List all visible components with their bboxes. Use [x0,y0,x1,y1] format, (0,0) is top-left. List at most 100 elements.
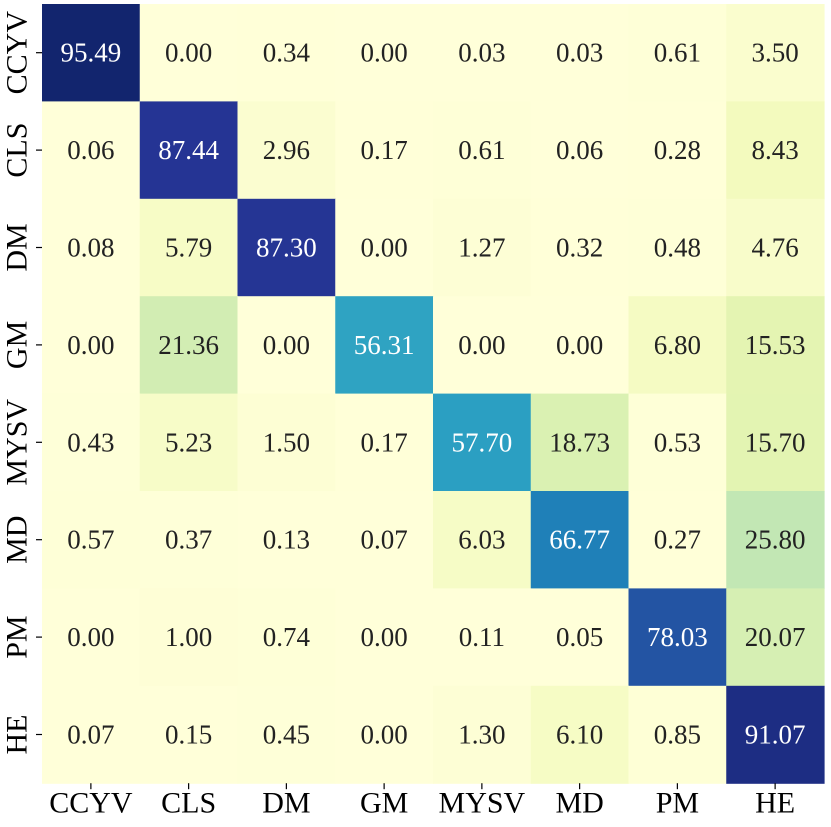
cell-value-dm-cls: 5.79 [165,233,212,263]
cell-value-ccyv-ccyv: 95.49 [61,38,122,68]
cell-value-he-dm: 0.45 [263,720,310,750]
cell-value-he-he: 91.07 [745,720,806,750]
cell-value-he-ccyv: 0.07 [67,720,114,750]
cell-value-pm-he: 20.07 [745,622,806,652]
y-tick-label-he: HE [1,715,34,755]
heatmap-cell-cls-he [726,101,825,200]
heatmap-cell-mysv-ccyv [42,393,141,492]
heatmap-cell-pm-pm [628,588,727,687]
heatmap-cell-gm-gm [335,296,434,395]
heatmap-cell-mysv-he [726,393,825,492]
cell-value-mysv-he: 15.70 [745,427,806,457]
y-tick-label-dm: DM [1,223,34,271]
cell-value-mysv-gm: 0.17 [361,427,408,457]
heatmap-cell-pm-cls [139,588,239,687]
cell-value-dm-he: 4.76 [752,233,799,263]
y-tick-label-ccyv: CCYV [1,11,34,95]
cell-value-gm-ccyv: 0.00 [67,330,114,360]
cell-value-dm-gm: 0.00 [361,233,408,263]
heatmap-cell-pm-he [726,588,825,687]
cell-value-dm-pm: 0.48 [654,233,701,263]
cell-value-dm-dm: 87.30 [256,233,317,263]
cell-value-md-pm: 0.27 [654,525,701,555]
heatmap-cell-pm-mysv [433,588,532,687]
cell-value-md-mysv: 6.03 [458,525,505,555]
cell-value-dm-ccyv: 0.08 [67,233,114,263]
cell-value-mysv-pm: 0.53 [654,427,701,457]
heatmap-cell-mysv-gm [335,393,434,492]
y-tick-label-md: MD [1,516,34,564]
cell-value-pm-pm: 78.03 [647,622,708,652]
y-axis-ticks: CCYV CLS DM GM MYSV MD PM HE [1,11,42,755]
cell-value-he-gm: 0.00 [361,720,408,750]
cell-value-mysv-cls: 5.23 [165,427,212,457]
cell-value-cls-dm: 2.96 [263,135,310,165]
cell-value-md-dm: 0.13 [263,525,310,555]
x-tick-label-he: HE [755,787,795,820]
cell-value-gm-gm: 56.31 [354,330,415,360]
cell-value-he-pm: 0.85 [654,720,701,750]
heatmap-cell-md-gm [335,491,434,589]
heatmap-cell-dm-md [530,198,630,297]
cell-value-pm-ccyv: 0.00 [67,622,114,652]
heatmap-cell-dm-he [726,198,825,297]
heatmap-cell-gm-mysv [433,296,532,395]
heatmap-cell-cls-mysv [433,101,532,200]
cell-value-ccyv-cls: 0.00 [165,38,212,68]
y-tick-label-mysv: MYSV [1,399,34,486]
heatmap-cell-ccyv-gm [335,4,434,102]
cell-value-cls-mysv: 0.61 [458,135,505,165]
heatmap-cell-pm-ccyv [42,588,141,687]
cell-value-ccyv-pm: 0.61 [654,38,701,68]
cell-value-he-md: 6.10 [556,720,603,750]
cell-value-md-cls: 0.37 [165,525,212,555]
cell-value-cls-pm: 0.28 [654,135,701,165]
cell-value-cls-he: 8.43 [752,135,799,165]
cell-value-gm-he: 15.53 [745,330,806,360]
heatmap-cell-dm-ccyv [42,198,141,297]
cell-value-md-he: 25.80 [745,525,806,555]
heatmap-cell-mysv-dm [237,393,336,492]
y-tick-label-gm: GM [1,321,34,369]
heatmap-cell-cls-pm [628,101,727,200]
heatmap-cell-he-cls [139,685,239,784]
heatmap-cell-ccyv-dm [237,4,336,102]
heatmap-cell-labels: 95.49 0.00 0.34 0.00 0.03 0.03 0.61 3.50 0.06 87.… [61,38,806,750]
cell-value-cls-gm: 0.17 [361,135,408,165]
cell-value-mysv-mysv: 57.70 [452,427,513,457]
x-tick-label-mysv: MYSV [439,787,526,820]
cell-value-pm-dm: 0.74 [263,622,311,652]
cell-value-md-md: 66.77 [549,525,610,555]
heatmap-cell-ccyv-pm [628,4,727,102]
x-tick-label-gm: GM [360,787,408,820]
cell-value-ccyv-he: 3.50 [752,38,799,68]
cell-value-ccyv-dm: 0.34 [263,38,311,68]
heatmap-cell-md-he [726,491,825,589]
heatmap-cell-pm-dm [237,588,336,687]
cell-value-gm-dm: 0.00 [263,330,310,360]
heatmap-cell-he-dm [237,685,336,784]
heatmap-cell-he-he [726,685,825,784]
heatmap-cell-he-pm [628,685,727,784]
heatmap-cell-md-ccyv [42,491,141,589]
heatmap-cell-gm-md [530,296,630,395]
x-tick-label-cls: CLS [161,787,216,820]
heatmap-cell-mysv-mysv [433,393,532,492]
cell-value-ccyv-mysv: 0.03 [458,38,505,68]
cell-value-ccyv-gm: 0.00 [361,38,408,68]
cell-value-pm-gm: 0.00 [361,622,408,652]
heatmap-cell-mysv-md [530,393,630,492]
heatmap-cell-ccyv-cls [139,4,239,102]
heatmap-cell-md-dm [237,491,336,589]
x-tick-label-pm: PM [656,787,699,820]
y-tick-label-pm: PM [1,615,34,658]
heatmap-cell-gm-he [726,296,825,395]
cell-value-pm-mysv: 0.11 [459,622,505,652]
x-tick-label-md: MD [555,787,603,820]
heatmap-cell-he-ccyv [42,685,141,784]
cell-value-dm-mysv: 1.27 [458,233,505,263]
cell-value-cls-cls: 87.44 [158,135,219,165]
heatmap-cell-md-md [530,491,630,589]
x-tick-label-dm: DM [262,787,310,820]
